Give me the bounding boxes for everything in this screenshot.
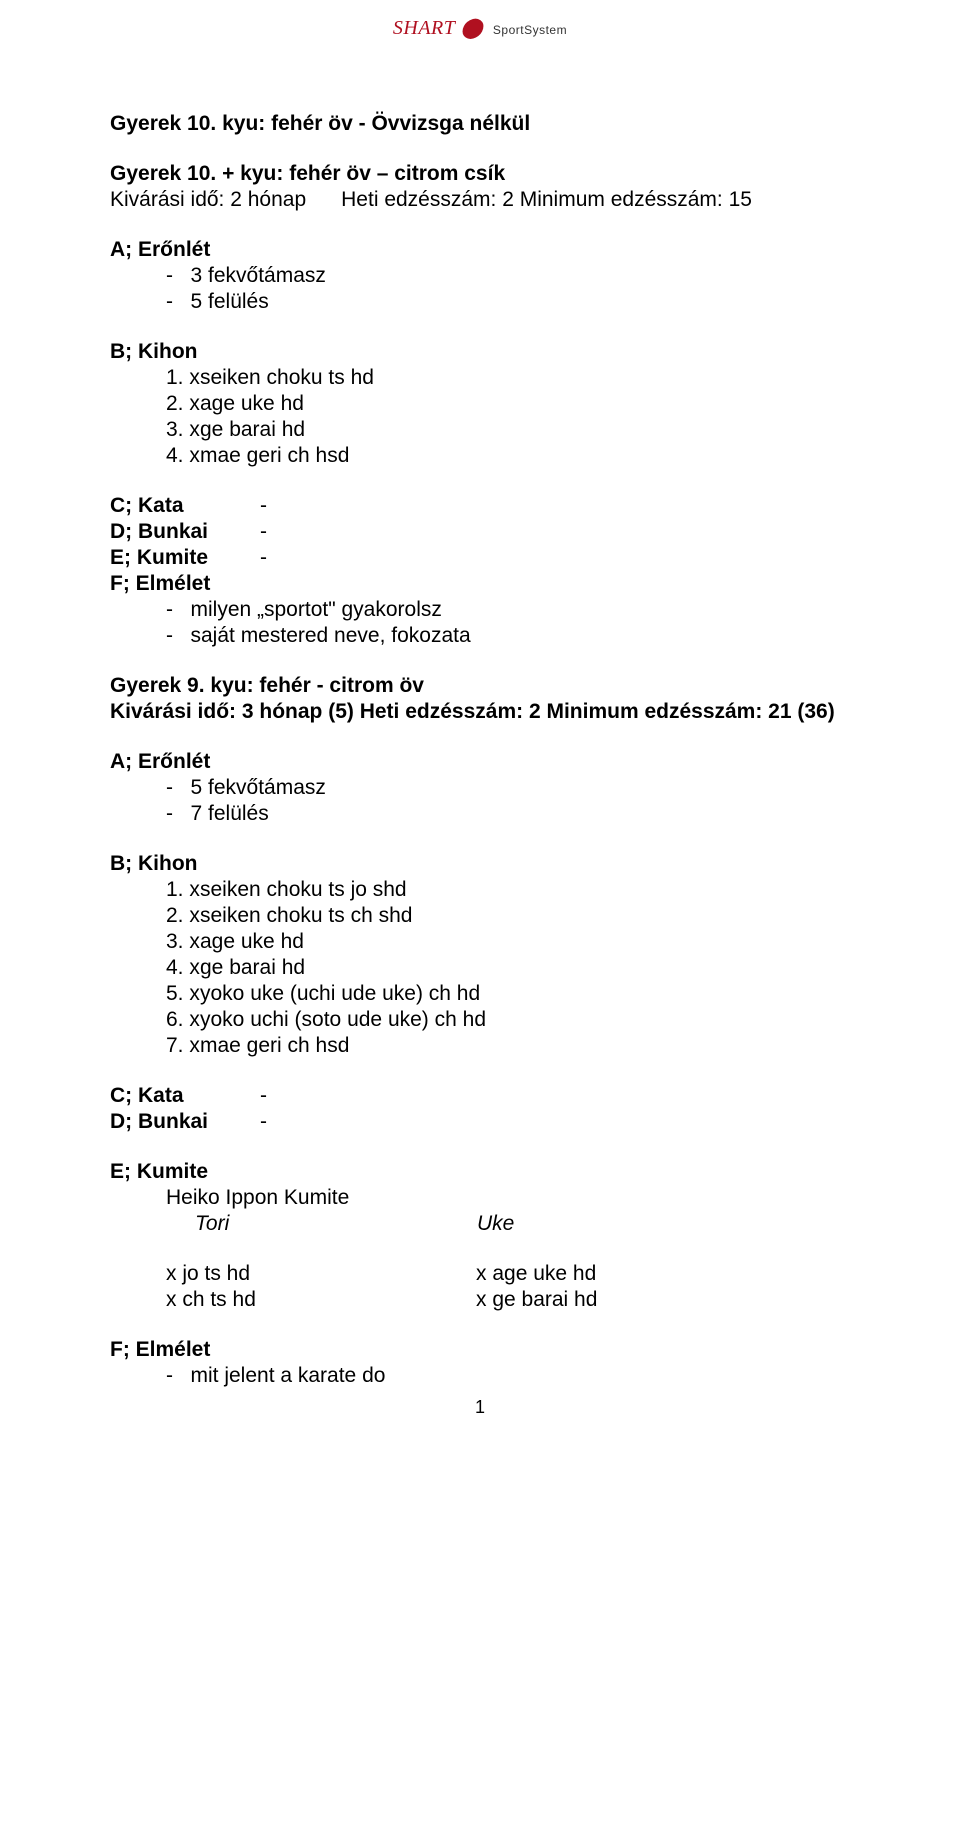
logo-sub: SportSystem: [493, 23, 567, 37]
block1-a-label: A; Erőnlét: [110, 238, 880, 262]
block2-title: Gyerek 9. kyu: fehér - citrom öv: [110, 674, 880, 698]
kihon-row: 5. xyoko uke (uchi ude uke) ch hd: [110, 982, 880, 1006]
block2-a-label: A; Erőnlét: [110, 750, 880, 774]
list-item: - 5 fekvőtámasz: [110, 776, 880, 800]
block2-b-label: B; Kihon: [110, 852, 880, 876]
kihon-row: 2. xseiken choku ts ch shd: [110, 904, 880, 928]
logo: SHART ⬤ SportSystem: [393, 15, 567, 40]
kihon-row: 4. xge barai hd: [110, 956, 880, 980]
kata-row: C; Kata-: [110, 494, 880, 518]
uke-label: Uke: [477, 1212, 514, 1236]
block1-b-label: B; Kihon: [110, 340, 880, 364]
kihon-row: 6. xyoko uchi (soto ude uke) ch hd: [110, 1008, 880, 1032]
logo-brand: SHART: [393, 17, 455, 39]
kihon-row: 1. xseiken choku ts jo shd: [110, 878, 880, 902]
kumite-sub: Heiko Ippon Kumite: [110, 1186, 880, 1210]
list-item: - mit jelent a karate do: [110, 1364, 880, 1388]
tori-uke-header: Tori Uke: [110, 1212, 880, 1236]
kihon-row: 2. xage uke hd: [110, 392, 880, 416]
kumite-pair: x jo ts hd x age uke hd: [110, 1262, 880, 1286]
block2-f-label: F; Elmélet: [110, 1338, 880, 1362]
list-item: - 7 felülés: [110, 802, 880, 826]
bunkai-row: D; Bunkai-: [110, 1110, 880, 1134]
kihon-row: 3. xage uke hd: [110, 930, 880, 954]
list-item: - milyen „sportot" gyakorolsz: [110, 598, 880, 622]
kata-row: C; Kata-: [110, 1084, 880, 1108]
block2-wait: Kivárási idő: 3 hónap (5) Heti edzésszám…: [110, 700, 880, 724]
kihon-row: 4. xmae geri ch hsd: [110, 444, 880, 468]
kihon-row: 3. xge barai hd: [110, 418, 880, 442]
kumite-pair: x ch ts hd x ge barai hd: [110, 1288, 880, 1312]
kihon-row: 1. xseiken choku ts hd: [110, 366, 880, 390]
document-page: SHART ⬤ SportSystem Gyerek 10. kyu: fehé…: [0, 0, 960, 1430]
list-item: - 3 fekvőtámasz: [110, 264, 880, 288]
kihon-row: 7. xmae geri ch hsd: [110, 1034, 880, 1058]
kumite-row: E; Kumite-: [110, 546, 880, 570]
bunkai-row: D; Bunkai-: [110, 520, 880, 544]
block1-f-label: F; Elmélet: [110, 572, 880, 596]
list-item: - saját mestered neve, fokozata: [110, 624, 880, 648]
block2-e-label: E; Kumite: [110, 1160, 880, 1184]
block1-title: Gyerek 10. + kyu: fehér öv – citrom csík: [110, 162, 880, 186]
block1-wait: Kivárási idő: 2 hónap Heti edzésszám: 2 …: [110, 188, 880, 212]
heading-1: Gyerek 10. kyu: fehér öv - Övvizsga nélk…: [110, 112, 880, 136]
page-number: 1: [475, 1397, 485, 1418]
list-item: - 5 felülés: [110, 290, 880, 314]
tori-label: Tori: [195, 1212, 477, 1236]
